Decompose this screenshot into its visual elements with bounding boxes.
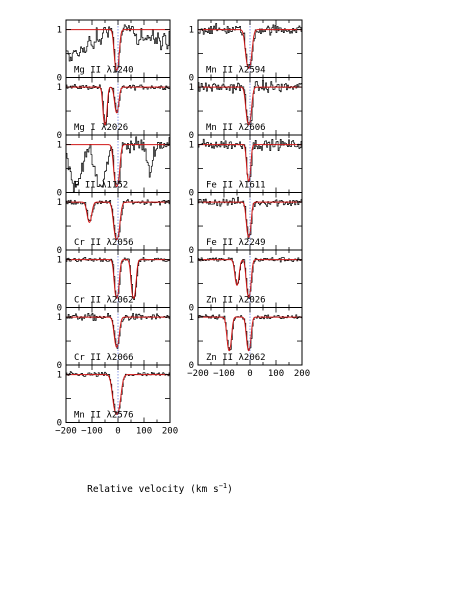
panel-7: 0 1 Mn II λ2594 (189, 19, 303, 84)
y-tick-label-1-1: 1 (57, 83, 62, 93)
y-tick-label-7-1: 1 (189, 26, 194, 36)
x-tick-label-0--200: −200 (55, 427, 77, 437)
y-tick-label-2-0: 0 (57, 189, 62, 199)
panel-2: 01P II λ1152 (57, 134, 171, 199)
ion-label-10: Fe II λ2249 (206, 238, 266, 248)
y-tick-label-12-1: 1 (189, 313, 194, 323)
x-tick-label-0-200: 200 (162, 427, 178, 437)
x-tick-label-1-0: 0 (247, 369, 252, 379)
y-tick-label-4-0: 0 (57, 304, 62, 314)
x-tick-label-0-0: 0 (115, 427, 120, 437)
ion-label-7: Mn II λ2594 (206, 66, 266, 76)
ion-label-11: Zn II λ2026 (206, 296, 266, 306)
ion-label-1: Mg I λ2026 (74, 123, 128, 133)
ion-label-2: P II λ1152 (74, 181, 128, 191)
y-tick-label-0-0: 0 (57, 74, 62, 84)
model-fit-line-12 (198, 316, 302, 352)
x-tick-label-0-100: 100 (136, 427, 152, 437)
panel-0: 0 1 Mg II λ1240 (57, 19, 171, 84)
y-tick-label-6-0: 0 (57, 419, 62, 429)
model-fit-line-4 (66, 259, 170, 299)
spectrum-line-9 (198, 138, 302, 183)
ion-label-9: Fe II λ1611 (206, 181, 266, 191)
spectrum-line-8 (198, 80, 302, 125)
y-tick-label-10-0: 0 (189, 246, 194, 256)
y-tick-label-5-0: 0 (57, 361, 62, 371)
x-axis-label: Relative velocity (km s−1) (87, 482, 233, 495)
x-tick-label-1--100: −100 (213, 369, 235, 379)
y-tick-label-10-1: 1 (189, 198, 194, 208)
model-fit-line-6 (66, 374, 170, 415)
ion-label-4: Cr II λ2062 (74, 296, 134, 306)
x-tick-label-1--200: −200 (187, 369, 209, 379)
y-tick-label-3-1: 1 (57, 198, 62, 208)
y-tick-label-6-1: 1 (57, 371, 62, 381)
x-tick-label-0--100: −100 (81, 427, 103, 437)
y-tick-label-3-0: 0 (57, 246, 62, 256)
ion-label-12: Zn II λ2062 (206, 353, 266, 363)
y-tick-label-7-0: 0 (189, 74, 194, 84)
y-tick-label-0-1: 1 (57, 26, 62, 36)
ion-label-5: Cr II λ2066 (74, 353, 134, 363)
y-tick-label-1-0: 0 (57, 131, 62, 141)
y-tick-label-9-1: 1 (189, 141, 194, 151)
y-tick-label-9-0: 0 (189, 189, 194, 199)
model-fit-line-8 (198, 86, 302, 126)
y-tick-label-8-1: 1 (189, 83, 194, 93)
x-tick-label-1-200: 200 (294, 369, 310, 379)
y-tick-label-11-1: 1 (189, 256, 194, 266)
ion-label-6: Mn II λ2576 (74, 411, 134, 421)
y-tick-label-2-1: 1 (57, 141, 62, 151)
y-tick-label-11-0: 0 (189, 304, 194, 314)
ion-label-0: Mg II λ1240 (74, 66, 134, 76)
model-fit-line-3 (66, 201, 170, 241)
y-tick-label-5-1: 1 (57, 313, 62, 323)
x-tick-label-1-100: 100 (268, 369, 284, 379)
ion-label-3: Cr II λ2056 (74, 238, 134, 248)
y-tick-label-4-1: 1 (57, 256, 62, 266)
ion-label-8: Mn II λ2606 (206, 123, 266, 133)
y-tick-label-12-0: 0 (189, 361, 194, 371)
y-tick-label-8-0: 0 (189, 131, 194, 141)
